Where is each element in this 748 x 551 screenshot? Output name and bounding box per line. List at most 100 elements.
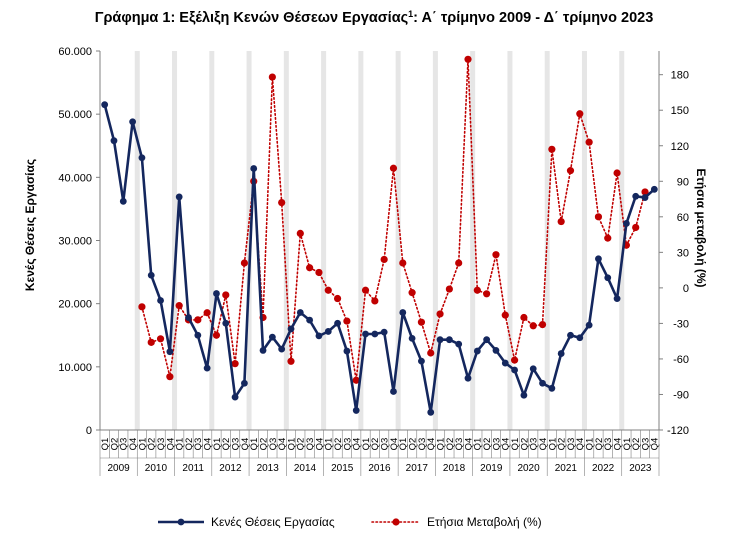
x-quarter-label: Q3 (193, 438, 204, 451)
y2-axis-title: Ετήσια μεταβολή (%) (694, 168, 708, 287)
x-quarter-label: Q2 (408, 438, 419, 451)
axes: 0 10.000 20.000 30.000 40.000 50.000 60.000 -12… (58, 46, 689, 437)
vacancies-point (222, 319, 230, 327)
x-year-label: 2009 (108, 463, 131, 474)
x-year-label: 2015 (331, 463, 354, 474)
year-separator-band (395, 51, 401, 430)
x-quarter-label: Q2 (445, 438, 456, 451)
x-year-label: 2010 (145, 463, 168, 474)
y2-tick-label: 120 (671, 141, 689, 153)
x-quarter-label: Q4 (426, 438, 437, 451)
x-quarter-label: Q1 (249, 438, 260, 451)
year-bands (134, 51, 625, 430)
x-quarter-label: Q1 (585, 438, 596, 451)
vacancies-point (213, 290, 220, 297)
annual-change-point (632, 223, 640, 232)
annual-change-point (315, 268, 323, 277)
annual-change-point (361, 286, 370, 294)
vacancies-point (455, 340, 463, 348)
x-quarter-label: Q3 (417, 438, 428, 451)
x-quarter-label: Q2 (296, 438, 307, 451)
x-quarter-label: Q1 (324, 438, 335, 451)
vacancies-point (306, 316, 314, 324)
x-quarter-label: Q2 (109, 438, 120, 451)
annual-change-point (427, 349, 435, 357)
x-quarter-label: Q2 (594, 438, 605, 451)
annual-change-point (613, 169, 621, 177)
x-quarter-label: Q3 (380, 438, 391, 451)
annual-change-point (483, 290, 491, 298)
annual-change-point (240, 259, 249, 267)
vacancies-point (194, 331, 202, 339)
vacancies-point (250, 165, 258, 172)
annual-change-point (455, 259, 463, 267)
annual-change-point (538, 320, 547, 329)
legend: Κενές Θέσεις Εργασίας Ετήσια Μεταβολή (%) (158, 515, 542, 529)
x-quarter-label: Q1 (473, 438, 484, 451)
annual-change-point (520, 313, 528, 322)
year-separator-band (507, 51, 513, 430)
vacancies-point (343, 347, 351, 355)
annual-change-point (641, 188, 649, 196)
x-quarter-label: Q1 (398, 438, 409, 451)
x-quarter-label: Q4 (575, 438, 586, 451)
vacancies-point (371, 330, 379, 338)
annual-change-point (268, 73, 276, 81)
x-quarter-label: Q1 (361, 438, 372, 451)
vacancies-point (427, 408, 435, 416)
y-tick-label: 50.000 (58, 109, 92, 121)
vacancies-point (576, 334, 584, 342)
y2-tick-label: -60 (673, 354, 689, 366)
vacancies-point (147, 271, 155, 279)
x-quarter-label: Q2 (221, 438, 232, 451)
y-tick-label: 0 (86, 425, 92, 437)
annual-change-point (138, 303, 146, 311)
vacancies-point (119, 197, 127, 205)
annual-change-point (278, 199, 286, 207)
x-quarter-label: Q3 (342, 438, 353, 451)
year-separator-band (283, 51, 289, 430)
annual-change-point (548, 145, 556, 153)
vacancies-point (166, 348, 174, 356)
vacancies-point (520, 391, 528, 399)
vacancies-point (287, 325, 295, 333)
year-separator-band (321, 51, 327, 430)
annual-change-point (576, 110, 584, 118)
annual-change-point (156, 335, 165, 343)
x-quarter-label: Q4 (314, 438, 325, 451)
vacancies-point (604, 274, 612, 282)
x-year-label: 2019 (480, 463, 503, 474)
x-year-label: 2020 (517, 463, 540, 474)
annual-change-point (557, 217, 565, 226)
x-year-label: 2011 (182, 463, 204, 474)
annual-change-point (212, 331, 221, 339)
annual-change-point (333, 294, 342, 303)
vacancies-point (632, 192, 640, 200)
annual-change-point (175, 302, 183, 310)
x-quarter-label: Q4 (352, 438, 363, 451)
year-separator-band (619, 51, 625, 430)
x-quarter-label: Q1 (212, 438, 223, 451)
x-quarter-label: Q4 (128, 438, 139, 451)
annual-change-point (417, 318, 426, 326)
vacancies-point (436, 336, 444, 344)
annual-change-point (445, 285, 453, 293)
vacancies-point (259, 347, 267, 354)
vacancies-point (175, 193, 183, 201)
vacancies-point (380, 328, 388, 336)
series-layer (101, 55, 658, 416)
legend-vacancies-swatch-marker (177, 518, 185, 526)
annual-change-point (306, 264, 314, 272)
x-quarter-label: Q3 (566, 438, 577, 451)
legend-change-swatch-marker (392, 518, 400, 526)
vacancies-point (399, 309, 407, 316)
year-separator-band (470, 51, 476, 430)
vacancies-point (129, 118, 137, 126)
vacancies-point (613, 295, 621, 303)
y2-tick-label: 180 (671, 70, 689, 82)
x-year-label: 2021 (555, 463, 578, 474)
y2-tick-label: 60 (677, 212, 689, 224)
vacancies-point (473, 347, 481, 355)
vacancies-point (110, 137, 118, 145)
